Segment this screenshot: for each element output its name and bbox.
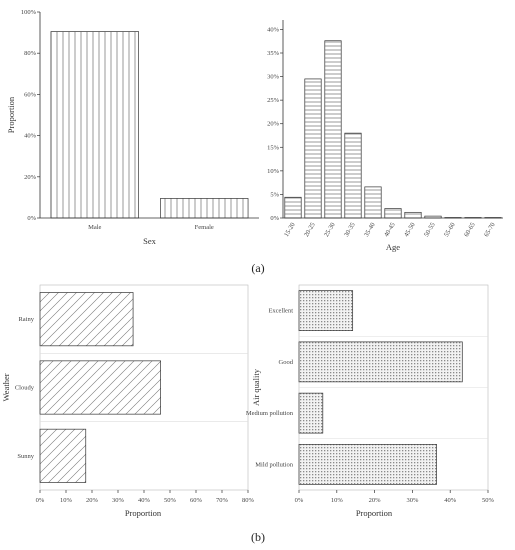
bar — [39, 428, 87, 483]
y-tick-label: 20% — [267, 121, 280, 128]
bar — [404, 211, 422, 219]
y-tick-label: 100% — [21, 9, 37, 16]
sex-bar-chart: Male Female 0% 20% 40% 60% 80% 100% Sex Proportio… — [6, 9, 259, 246]
x-tick-label: 50% — [482, 497, 495, 504]
y-tick-label: 0% — [27, 215, 36, 222]
panel-label-a: (a) — [251, 261, 264, 275]
bar — [50, 31, 139, 219]
bar — [364, 186, 382, 219]
x-tick-label: Male — [88, 224, 101, 231]
x-tick-label: 45-50 — [403, 222, 417, 239]
x-tick-label: 60-65 — [463, 222, 477, 239]
bar — [39, 292, 134, 347]
y-axis-title: Proportion — [6, 96, 16, 133]
x-tick-label: 30% — [112, 497, 125, 504]
y-tick-label: Excellent — [268, 308, 293, 315]
bar — [39, 360, 161, 415]
bar — [304, 78, 322, 219]
y-axis-title: Weather — [1, 373, 11, 401]
y-axis-title: Air quality — [251, 368, 261, 406]
x-tick-label: Female — [195, 224, 214, 231]
y-tick-label: 25% — [267, 97, 280, 104]
bar — [298, 392, 324, 434]
x-tick-label: 60% — [190, 497, 203, 504]
air-quality-bar-chart: Excellent Good Medium pollution Mild pollut… — [246, 284, 495, 518]
bar — [298, 444, 437, 485]
x-tick-label: 0% — [295, 497, 304, 504]
weather-bar-chart: Rainy Cloudy Sunny 0% 10% 20% 30% 40% 50% 60% 70% 8… — [1, 284, 255, 518]
y-tick-label: Sunny — [17, 453, 34, 460]
x-tick-label: 70% — [216, 497, 229, 504]
y-tick-label: Medium pollution — [246, 410, 294, 417]
x-tick-label: 20% — [369, 497, 382, 504]
bar — [284, 196, 302, 219]
x-tick-label: 30% — [406, 497, 419, 504]
y-tick-label: 30% — [267, 74, 280, 81]
panel-label-b: (b) — [251, 530, 265, 544]
x-tick-label: 80% — [242, 497, 255, 504]
bar — [160, 198, 249, 219]
y-tick-label: 80% — [24, 50, 37, 57]
age-bar-chart: 15-20 20-25 25-30 30-35 35-40 40-45 45-50 50-55… — [267, 20, 503, 252]
x-axis-title: Sex — [143, 236, 157, 246]
y-tick-label: 5% — [270, 191, 279, 198]
x-tick-label: 25-30 — [323, 222, 337, 239]
x-tick-label: 30-35 — [343, 222, 357, 239]
x-tick-label: 50% — [164, 497, 177, 504]
bar — [384, 208, 402, 219]
y-tick-label: Cloudy — [15, 385, 35, 392]
x-tick-label: 0% — [36, 497, 45, 504]
x-tick-label: 20% — [86, 497, 99, 504]
x-tick-label: 40-45 — [383, 222, 397, 239]
y-tick-label: 0% — [270, 215, 279, 222]
y-tick-label: 60% — [24, 91, 37, 98]
x-tick-label: 10% — [331, 497, 344, 504]
x-tick-label: 40% — [444, 497, 457, 504]
y-tick-label: 10% — [267, 168, 280, 175]
bar — [344, 132, 362, 219]
x-tick-label: 55-60 — [443, 222, 457, 239]
y-tick-label: Rainy — [18, 316, 34, 323]
y-tick-label: Mild pollution — [255, 461, 293, 468]
y-tick-label: 15% — [267, 144, 280, 151]
bar — [324, 40, 342, 219]
x-tick-label: 20-25 — [303, 222, 317, 239]
y-tick-label: 35% — [267, 50, 280, 57]
x-tick-label: 35-40 — [363, 222, 377, 239]
x-tick-label: 15-20 — [283, 222, 297, 239]
y-tick-label: 40% — [267, 26, 280, 33]
y-tick-label: Good — [279, 359, 294, 366]
x-tick-label: 40% — [138, 497, 151, 504]
x-axis-title: Proportion — [356, 508, 393, 518]
x-tick-label: 65-70 — [483, 222, 497, 239]
bar — [298, 341, 463, 383]
x-tick-label: 50-55 — [423, 222, 437, 239]
x-tick-label: 10% — [60, 497, 73, 504]
y-tick-label: 40% — [24, 133, 37, 140]
x-axis-title: Proportion — [125, 508, 162, 518]
y-tick-label: 20% — [24, 174, 37, 181]
x-axis-title: Age — [386, 242, 400, 252]
bar — [298, 290, 354, 331]
